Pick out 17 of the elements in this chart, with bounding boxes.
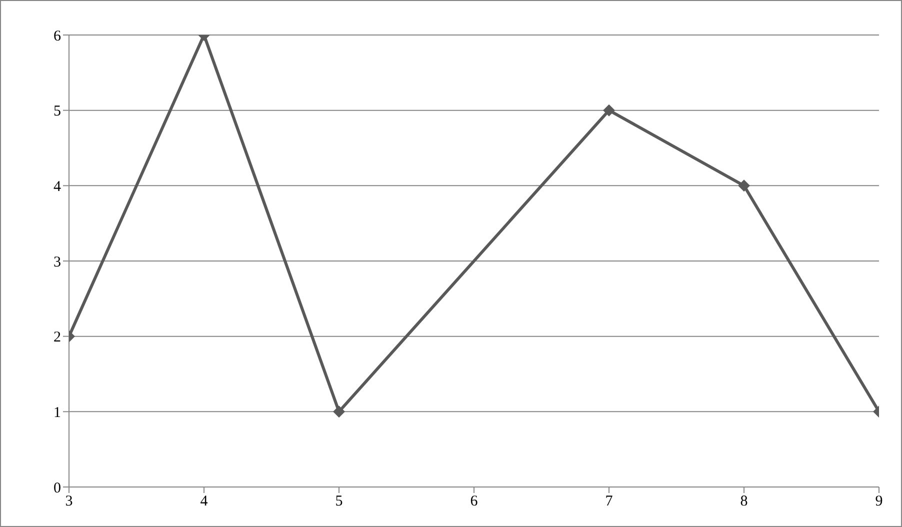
x-tick-label: 5 (335, 494, 343, 510)
x-tick-label: 3 (65, 494, 73, 510)
x-tick-label: 9 (875, 494, 883, 510)
y-tick-label: 6 (54, 28, 62, 44)
y-tick-label: 2 (54, 330, 61, 346)
point (603, 104, 615, 116)
y-tick-label: 5 (54, 104, 61, 120)
y-tick-label: 4 (54, 178, 62, 195)
y-tick-label: 3 (54, 254, 61, 270)
x-tick-label: 6 (470, 494, 478, 510)
point (738, 180, 750, 192)
x-tick-label: 7 (605, 494, 614, 510)
point (333, 406, 345, 418)
x-tick-label: 4 (200, 494, 208, 510)
y-tick-label: 1 (54, 404, 61, 421)
y-tick-label: 0 (54, 480, 61, 496)
x-tick-label: 8 (740, 494, 748, 510)
